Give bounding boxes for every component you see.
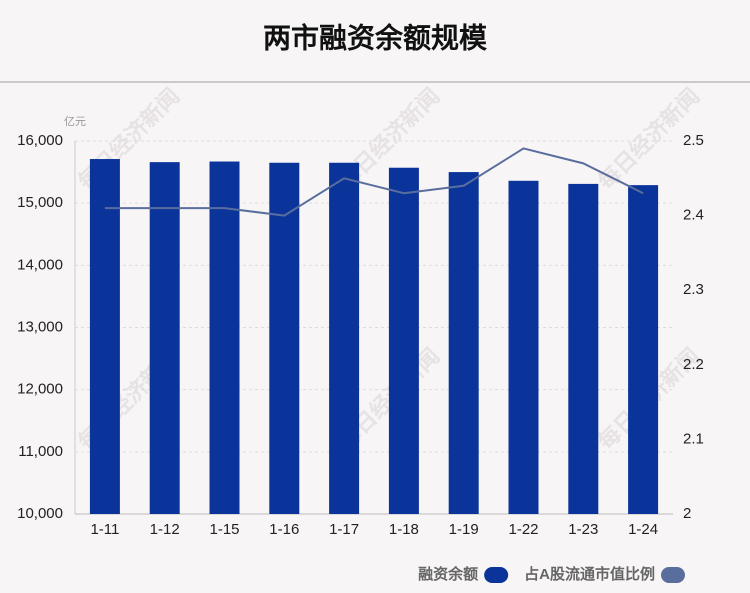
x-tick-label: 1-11 — [90, 521, 119, 538]
legend-label: 占A股流通市值比例 — [524, 565, 655, 583]
legend-swatch — [484, 567, 509, 583]
line — [104, 147, 644, 217]
y2-tick-label: 2 — [683, 505, 691, 522]
y2-tick-label: 2.1 — [683, 430, 704, 447]
x-tick-label: 1-22 — [508, 521, 538, 538]
bar — [568, 183, 599, 514]
x-tick-label: 1-12 — [150, 521, 180, 538]
bar — [448, 172, 479, 515]
bar — [89, 159, 120, 515]
y2-tick-label: 2.4 — [683, 207, 704, 224]
y2-tick-label: 2.3 — [683, 281, 704, 298]
y-tick-label: 10,000 — [17, 505, 63, 522]
x-tick-label: 1-19 — [449, 521, 479, 538]
y2-tick-label: 2.5 — [683, 132, 704, 149]
x-tick-label: 1-17 — [329, 521, 359, 538]
bar — [209, 161, 240, 514]
bar — [149, 162, 180, 515]
x-tick-label: 1-24 — [628, 521, 658, 538]
x-tick-label: 1-23 — [568, 521, 598, 538]
y-tick-label: 12,000 — [17, 381, 63, 398]
legend-label: 融资余额 — [418, 565, 478, 583]
bar — [628, 185, 659, 514]
y-tick-label: 14,000 — [17, 256, 63, 273]
bar — [269, 162, 300, 514]
x-tick-label: 1-15 — [209, 521, 239, 538]
bar — [329, 162, 360, 514]
bar — [388, 167, 419, 514]
x-tick-label: 1-16 — [269, 521, 299, 538]
y-tick-label: 11,000 — [18, 443, 63, 460]
y-tick-label: 16,000 — [17, 132, 63, 149]
y2-tick-label: 2.2 — [683, 356, 704, 373]
y-tick-label: 15,000 — [17, 194, 63, 211]
legend-swatch — [661, 567, 685, 583]
x-tick-label: 1-18 — [389, 521, 419, 538]
bar — [508, 180, 539, 514]
chart-title: 两市融资余额规模 — [263, 21, 488, 53]
y-tick-label: 13,000 — [17, 318, 63, 335]
y-unit: 亿元 — [64, 115, 86, 128]
